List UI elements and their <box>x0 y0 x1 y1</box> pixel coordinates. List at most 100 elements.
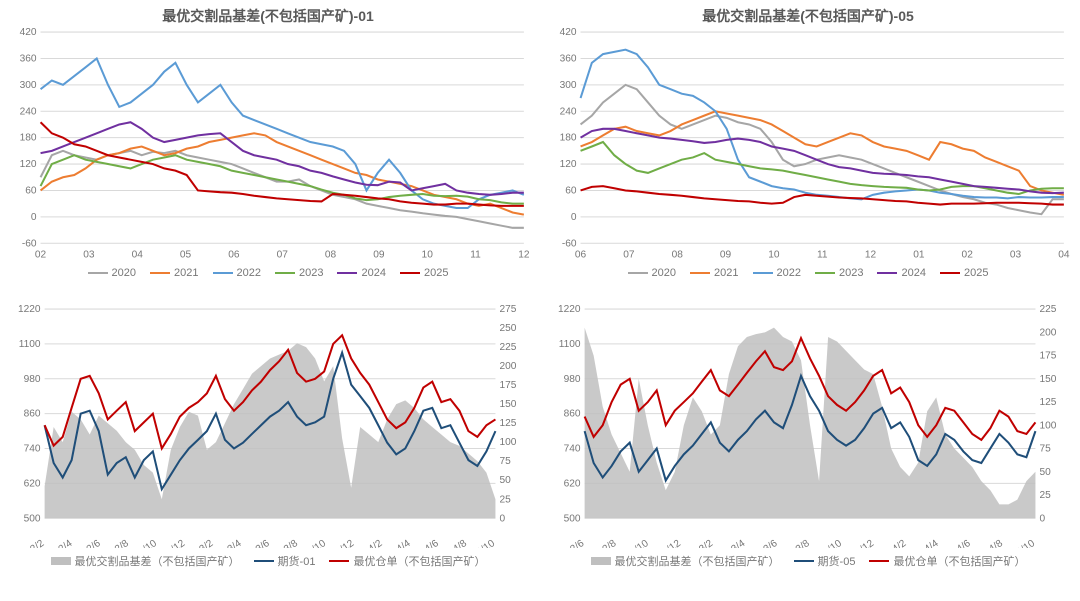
svg-text:06: 06 <box>575 249 587 260</box>
page: 最优交割品基差(不包括国产矿)-01 -60060120180240300360… <box>0 0 1080 601</box>
svg-text:420: 420 <box>20 28 37 38</box>
svg-text:150: 150 <box>1040 373 1057 384</box>
svg-text:23/2: 23/2 <box>193 537 216 548</box>
legend-item: 期货-05 <box>794 553 856 569</box>
svg-text:180: 180 <box>20 133 37 144</box>
legend-item: 2020 <box>88 267 136 279</box>
legend-item: 最优仓单（不包括国产矿） <box>869 553 1025 569</box>
svg-text:24/10: 24/10 <box>1010 537 1037 548</box>
svg-text:50: 50 <box>1040 466 1052 477</box>
svg-text:100: 100 <box>500 437 517 448</box>
legend-item: 最优仓单（不包括国产矿） <box>329 553 485 569</box>
svg-text:11: 11 <box>817 249 828 260</box>
legend-item: 最优交割品基差（不包括国产矿） <box>591 553 780 569</box>
svg-text:420: 420 <box>560 28 577 38</box>
svg-text:04: 04 <box>132 249 144 260</box>
svg-text:22/6: 22/6 <box>80 537 103 548</box>
svg-text:08: 08 <box>672 249 684 260</box>
svg-text:1220: 1220 <box>18 305 41 315</box>
svg-text:24/8: 24/8 <box>446 537 469 548</box>
svg-text:175: 175 <box>1040 350 1057 361</box>
svg-text:23/2: 23/2 <box>693 537 716 548</box>
svg-text:23/8: 23/8 <box>789 537 812 548</box>
svg-text:980: 980 <box>564 373 581 384</box>
legend-item: 2024 <box>337 267 385 279</box>
svg-text:22/8: 22/8 <box>108 537 131 548</box>
panel-top-left: 最优交割品基差(不包括国产矿)-01 -60060120180240300360… <box>0 0 540 301</box>
legend-item: 2022 <box>213 267 261 279</box>
svg-text:120: 120 <box>560 159 577 170</box>
svg-text:150: 150 <box>500 399 517 410</box>
svg-text:24/10: 24/10 <box>470 537 497 548</box>
svg-text:860: 860 <box>24 408 41 419</box>
chart-basis-05: -600601201802403003604200607080910111201… <box>544 28 1072 265</box>
svg-text:200: 200 <box>500 361 517 372</box>
svg-text:740: 740 <box>564 443 581 454</box>
svg-text:50: 50 <box>500 475 512 486</box>
svg-text:75: 75 <box>1040 443 1052 454</box>
chart-title: 最优交割品基差(不包括国产矿)-01 <box>4 6 532 26</box>
legend-item: 期货-01 <box>254 553 316 569</box>
svg-text:23/10: 23/10 <box>301 537 328 548</box>
svg-text:24/4: 24/4 <box>918 537 941 548</box>
legend-top-right: 202020212022202320242025 <box>544 267 1072 279</box>
svg-text:0: 0 <box>571 212 577 223</box>
svg-text:75: 75 <box>500 456 512 467</box>
svg-text:10: 10 <box>768 249 780 260</box>
svg-text:860: 860 <box>564 408 581 419</box>
chart-basis-01: -600601201802403003604200203040506070809… <box>4 28 532 265</box>
legend-bottom-right: 最优交割品基差（不包括国产矿） 期货-05 最优仓单（不包括国产矿） <box>544 553 1072 569</box>
chart-title: 最优交割品基差(不包括国产矿)-05 <box>544 6 1072 26</box>
svg-text:180: 180 <box>560 133 577 144</box>
svg-text:250: 250 <box>500 323 517 334</box>
svg-text:03: 03 <box>83 249 95 260</box>
svg-text:1100: 1100 <box>19 338 41 349</box>
panel-bottom-left: 5006207408609801100122002550751001251501… <box>0 301 540 601</box>
svg-text:300: 300 <box>20 80 37 91</box>
svg-text:125: 125 <box>1040 397 1057 408</box>
svg-text:0: 0 <box>1040 513 1046 524</box>
svg-text:60: 60 <box>565 186 577 197</box>
svg-text:22/12: 22/12 <box>160 537 187 548</box>
svg-text:200: 200 <box>1040 327 1057 338</box>
svg-text:24/2: 24/2 <box>362 537 385 548</box>
svg-text:04: 04 <box>1058 249 1070 260</box>
svg-text:60: 60 <box>25 186 37 197</box>
legend-item: 2021 <box>150 267 198 279</box>
svg-text:620: 620 <box>24 478 41 489</box>
svg-text:300: 300 <box>560 80 577 91</box>
legend-item: 2025 <box>400 267 448 279</box>
legend-item: 2023 <box>275 267 323 279</box>
svg-text:22/2: 22/2 <box>24 537 47 548</box>
svg-text:23/8: 23/8 <box>277 537 300 548</box>
legend-item: 2021 <box>690 267 738 279</box>
svg-text:22/8: 22/8 <box>596 537 619 548</box>
svg-text:275: 275 <box>500 305 517 315</box>
svg-text:03: 03 <box>1010 249 1022 260</box>
svg-text:24/2: 24/2 <box>886 537 909 548</box>
svg-text:11: 11 <box>470 249 481 260</box>
svg-text:1100: 1100 <box>559 338 581 349</box>
svg-text:-60: -60 <box>562 238 577 249</box>
svg-text:22/4: 22/4 <box>52 537 75 548</box>
svg-text:500: 500 <box>24 513 41 524</box>
legend-item: 2023 <box>815 267 863 279</box>
legend-item: 2022 <box>753 267 801 279</box>
svg-text:23/4: 23/4 <box>221 537 244 548</box>
svg-text:240: 240 <box>560 106 577 117</box>
svg-text:06: 06 <box>228 249 240 260</box>
svg-text:09: 09 <box>373 249 385 260</box>
svg-text:740: 740 <box>24 443 41 454</box>
svg-text:0: 0 <box>31 212 37 223</box>
legend-item: 2024 <box>877 267 925 279</box>
svg-text:08: 08 <box>325 249 337 260</box>
svg-text:-60: -60 <box>22 238 37 249</box>
svg-text:02: 02 <box>962 249 974 260</box>
svg-text:12: 12 <box>865 249 877 260</box>
legend-bottom-left: 最优交割品基差（不包括国产矿）期货-01最优仓单（不包括国产矿） <box>4 553 532 569</box>
svg-text:22/12: 22/12 <box>656 537 683 548</box>
svg-text:25: 25 <box>1040 490 1052 501</box>
svg-text:23/12: 23/12 <box>849 537 876 548</box>
svg-text:225: 225 <box>500 342 517 353</box>
svg-text:225: 225 <box>1040 305 1057 315</box>
